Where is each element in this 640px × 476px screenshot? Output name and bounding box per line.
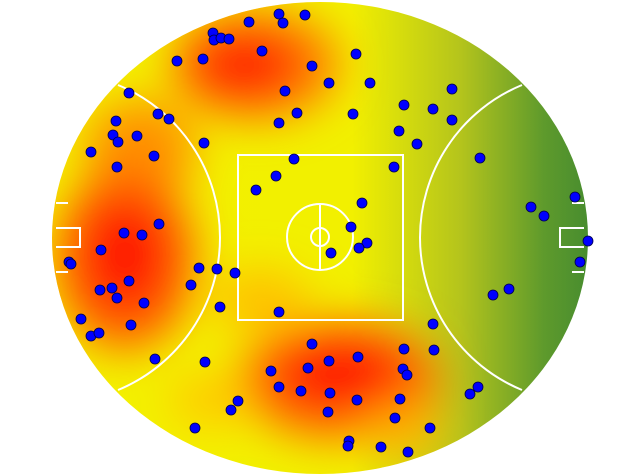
point — [265, 365, 277, 377]
point — [389, 412, 401, 424]
point — [398, 343, 410, 355]
point — [352, 351, 364, 363]
point — [351, 394, 363, 406]
point — [474, 152, 486, 164]
point — [270, 170, 282, 182]
point — [185, 279, 197, 291]
point — [427, 318, 439, 330]
point — [279, 85, 291, 97]
point — [171, 55, 183, 67]
point — [197, 53, 209, 65]
point — [428, 344, 440, 356]
point — [94, 284, 106, 296]
point — [273, 8, 285, 20]
point — [322, 406, 334, 418]
point — [427, 103, 439, 115]
point — [299, 9, 311, 21]
point — [569, 191, 581, 203]
point — [148, 150, 160, 162]
point — [398, 99, 410, 111]
point — [250, 184, 262, 196]
point — [525, 201, 537, 213]
point — [123, 87, 135, 99]
point — [325, 247, 337, 259]
point — [152, 108, 164, 120]
point — [353, 242, 365, 254]
point — [232, 395, 244, 407]
point — [394, 393, 406, 405]
point — [401, 369, 413, 381]
point — [273, 381, 285, 393]
point — [136, 229, 148, 241]
point — [323, 355, 335, 367]
point — [364, 77, 376, 89]
point — [199, 356, 211, 368]
point — [198, 137, 210, 149]
point — [131, 130, 143, 142]
point — [256, 45, 268, 57]
point — [149, 353, 161, 365]
point — [347, 108, 359, 120]
point — [225, 404, 237, 416]
point — [503, 283, 515, 295]
point — [111, 292, 123, 304]
point — [350, 48, 362, 60]
points — [63, 8, 594, 458]
point — [112, 136, 124, 148]
point — [472, 381, 484, 393]
point — [138, 297, 150, 309]
point — [375, 441, 387, 453]
point — [189, 422, 201, 434]
point — [273, 306, 285, 318]
point — [356, 197, 368, 209]
point — [306, 338, 318, 350]
point — [446, 114, 458, 126]
point — [361, 237, 373, 249]
point — [424, 422, 436, 434]
point — [110, 115, 122, 127]
point — [273, 117, 285, 129]
point — [163, 113, 175, 125]
point — [302, 362, 314, 374]
point — [85, 146, 97, 158]
point — [464, 388, 476, 400]
point — [75, 313, 87, 325]
point — [306, 60, 318, 72]
point — [291, 107, 303, 119]
point — [345, 221, 357, 233]
point — [95, 244, 107, 256]
point — [277, 17, 289, 29]
point — [295, 385, 307, 397]
point — [487, 289, 499, 301]
point — [211, 263, 223, 275]
point — [393, 125, 405, 137]
point — [118, 227, 130, 239]
point — [193, 262, 205, 274]
point — [574, 256, 586, 268]
point — [243, 16, 255, 28]
point — [388, 161, 400, 173]
point — [324, 387, 336, 399]
point — [106, 282, 118, 294]
point — [93, 327, 105, 339]
point — [111, 161, 123, 173]
point — [342, 440, 354, 452]
point — [538, 210, 550, 222]
point — [214, 301, 226, 313]
point — [446, 83, 458, 95]
point — [411, 138, 423, 150]
point — [125, 319, 137, 331]
point — [229, 267, 241, 279]
point — [153, 218, 165, 230]
point — [288, 153, 300, 165]
point — [65, 258, 77, 270]
point — [223, 33, 235, 45]
point — [582, 235, 594, 247]
point — [402, 446, 414, 458]
point — [123, 275, 135, 287]
point — [323, 77, 335, 89]
